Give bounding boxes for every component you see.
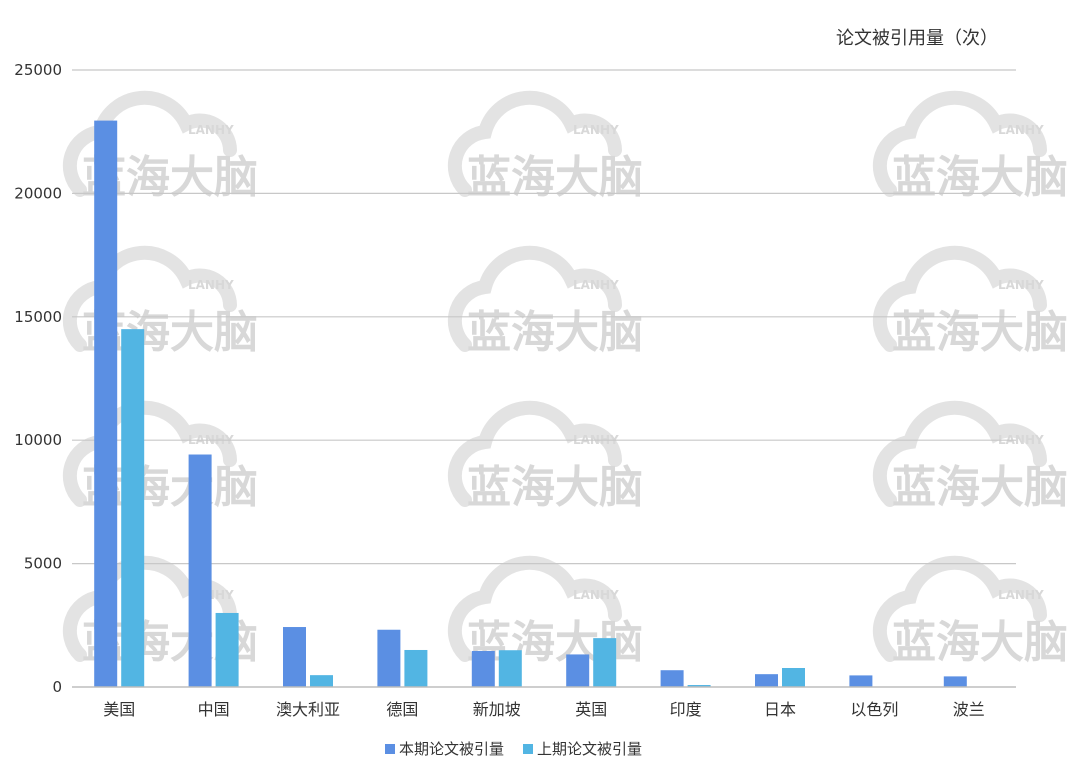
watermark-cloud-icon: [62, 90, 237, 197]
watermark-logo: 蓝海大脑 LANHY: [447, 90, 643, 203]
x-tick-label: 澳大利亚: [276, 700, 340, 719]
watermark-text: 蓝海大脑: [892, 307, 1068, 358]
bar-current: [849, 675, 873, 687]
y-tick-label: 15000: [14, 308, 62, 326]
watermark-logo: 蓝海大脑 LANHY: [447, 245, 643, 358]
watermark-logo: 蓝海大脑 LANHY: [872, 90, 1068, 203]
legend-label: 上期论文被引量: [537, 740, 642, 758]
watermark-text: 蓝海大脑: [467, 462, 643, 513]
bar-current: [188, 454, 212, 687]
y-tick-label: 5000: [24, 555, 62, 573]
bar-current: [943, 676, 967, 687]
watermark-cloud-icon: [872, 90, 1047, 197]
bar-previous: [498, 650, 522, 687]
x-axis: 美国 中国 澳大利亚 德国 新加坡 英国 印度 日本 以色列 波兰: [72, 686, 1016, 719]
bar-previous: [782, 667, 805, 687]
bars-layer: [94, 120, 967, 688]
watermark-subtext: LANHY: [573, 588, 619, 602]
bar-previous: [687, 685, 711, 687]
watermark-subtext: LANHY: [188, 278, 234, 292]
bar-previous: [215, 612, 239, 687]
watermark-subtext: LANHY: [998, 123, 1044, 137]
bar-current: [377, 629, 401, 687]
watermark-cloud-icon: [447, 245, 622, 352]
legend-swatch: [385, 744, 395, 754]
x-tick-label: 印度: [670, 700, 702, 719]
bar-current: [471, 650, 495, 687]
watermark-cloud-icon: [62, 245, 237, 352]
bar-current: [94, 120, 118, 688]
watermark-text: 蓝海大脑: [467, 307, 643, 358]
x-tick-label: 英国: [575, 700, 607, 719]
x-tick-label: 日本: [764, 700, 796, 719]
bar-previous: [593, 638, 617, 687]
watermark-text: 蓝海大脑: [892, 617, 1068, 668]
watermark-text: 蓝海大脑: [467, 152, 643, 203]
bar-current: [660, 670, 684, 687]
watermark-cloud-icon: [447, 400, 622, 507]
bar-previous: [310, 675, 333, 687]
watermark-layer: 蓝海大脑 LANHY 蓝海大脑 LANHY 蓝海大脑 LANHY 蓝海大脑 LANHY 蓝海大脑…: [62, 90, 1068, 668]
x-tick-label: 以色列: [850, 700, 898, 719]
grid-lines: [72, 69, 1016, 565]
watermark-text: 蓝海大脑: [892, 462, 1068, 513]
watermark-subtext: LANHY: [188, 123, 234, 137]
y-tick-label: 0: [52, 678, 62, 696]
watermark-logo: 蓝海大脑 LANHY: [872, 555, 1068, 668]
watermark-logo: 蓝海大脑 LANHY: [872, 245, 1068, 358]
bar-previous: [404, 649, 428, 687]
y-tick-label: 20000: [14, 184, 62, 202]
watermark-subtext: LANHY: [573, 278, 619, 292]
legend-swatch: [523, 744, 533, 754]
x-tick-label: 新加坡: [473, 700, 521, 719]
watermark-subtext: LANHY: [998, 588, 1044, 602]
watermark-logo: 蓝海大脑 LANHY: [872, 400, 1068, 513]
y-axis: 0 5000 10000 15000 20000 25000: [14, 61, 62, 696]
legend: 本期论文被引量 上期论文被引量: [385, 740, 642, 758]
x-tick-label: 波兰: [953, 700, 985, 719]
unit-label: 论文被引用量（次）: [836, 28, 998, 49]
watermark-subtext: LANHY: [573, 123, 619, 137]
bar-current: [283, 627, 306, 687]
x-tick-label: 德国: [386, 700, 418, 719]
watermark-subtext: LANHY: [998, 278, 1044, 292]
watermark-text: 蓝海大脑: [892, 152, 1068, 203]
watermark-cloud-icon: [447, 90, 622, 197]
bar-previous: [121, 329, 145, 687]
watermark-subtext: LANHY: [998, 433, 1044, 447]
x-tick-label: 中国: [198, 700, 230, 719]
x-tick-label: 美国: [103, 700, 135, 719]
y-tick-label: 10000: [14, 431, 62, 449]
bar-current: [566, 654, 590, 687]
y-tick-label: 25000: [14, 61, 62, 79]
watermark-cloud-icon: [872, 245, 1047, 352]
watermark-cloud-icon: [872, 400, 1047, 507]
bar-current: [755, 674, 778, 687]
legend-label: 本期论文被引量: [399, 740, 504, 758]
